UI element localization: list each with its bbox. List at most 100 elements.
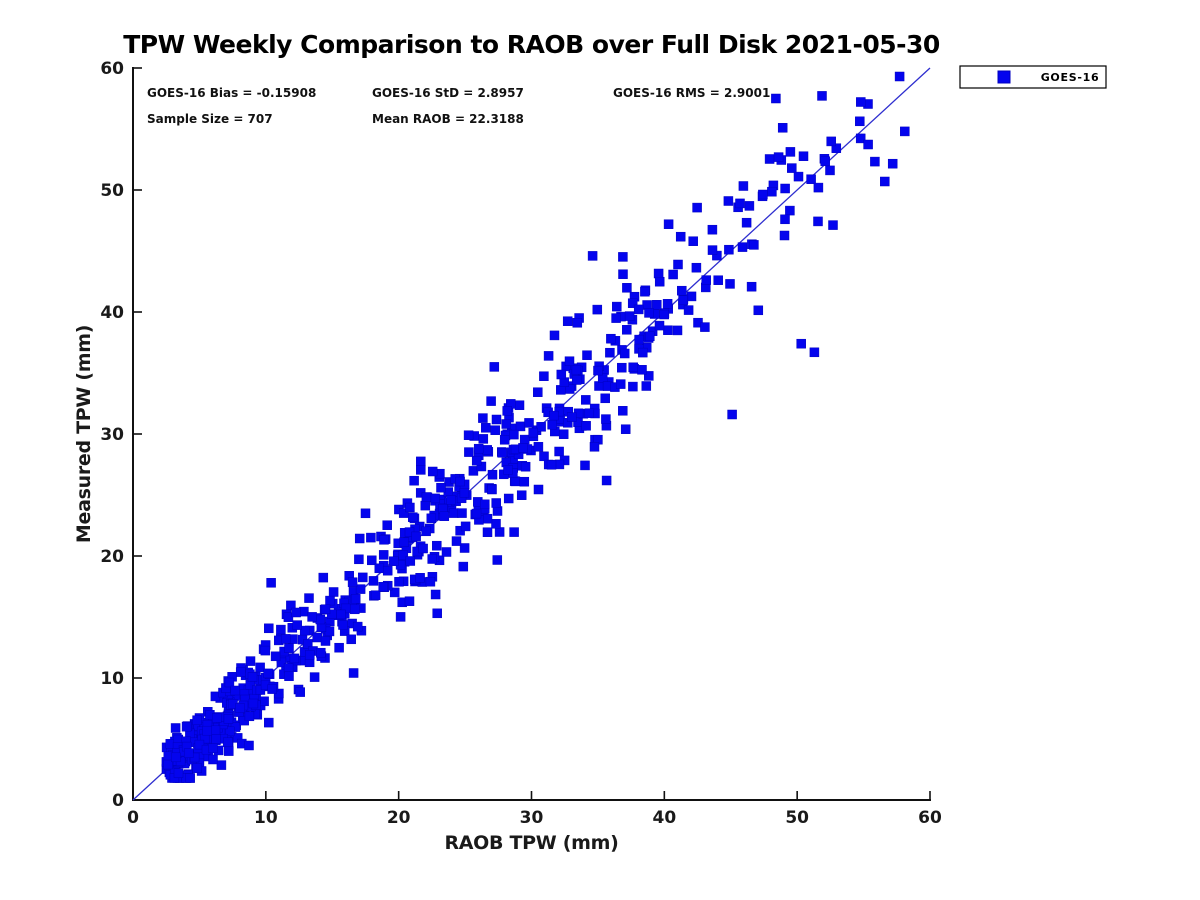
scatter-point <box>780 214 790 225</box>
scatter-point <box>677 285 687 296</box>
scatter-point <box>379 535 389 545</box>
scatter-point <box>427 466 438 477</box>
scatter-point <box>520 461 531 472</box>
scatter-point <box>738 181 749 191</box>
scatter-point <box>828 220 838 230</box>
scatter-point <box>263 668 273 679</box>
scatter-point <box>662 299 673 309</box>
axes: 0 10 20 30 40 50 60 0 10 20 30 40 50 60 <box>100 59 942 828</box>
scatter-point <box>482 513 493 524</box>
scatter-point <box>887 158 898 169</box>
scatter-point <box>415 573 425 583</box>
scatter-point <box>519 476 530 487</box>
scatter-point <box>374 563 385 574</box>
scatter-point <box>192 715 202 725</box>
scatter-point <box>589 442 600 452</box>
scatter-point <box>780 183 790 194</box>
scatter-point <box>581 421 591 431</box>
scatter-point <box>615 379 626 389</box>
scatter-point <box>267 684 277 694</box>
scatter-point <box>612 301 622 312</box>
scatter-point <box>503 465 513 475</box>
scatter-point <box>724 244 734 255</box>
scatter-point <box>753 305 764 316</box>
scatter-point <box>427 554 437 564</box>
scatter-point <box>260 645 271 656</box>
scatter-point <box>580 460 590 471</box>
scatter-point <box>855 133 866 144</box>
scatter-point <box>216 760 227 770</box>
scatter-point <box>312 632 322 643</box>
scatter-point <box>404 596 415 606</box>
scatter-point <box>283 663 294 673</box>
scatter-point <box>192 763 202 773</box>
x-axis-label: RAOB TPW (mm) <box>444 832 619 854</box>
x-tick-label: 10 <box>254 808 278 828</box>
scatter-point <box>284 671 294 681</box>
scatter-point <box>562 316 573 326</box>
x-tick-label: 20 <box>387 808 411 828</box>
scatter-point <box>305 650 315 660</box>
scatter-point <box>622 283 632 293</box>
scatter-point <box>225 726 235 737</box>
scatter-point <box>813 216 823 227</box>
scatter-point <box>894 71 905 82</box>
scatter-point <box>194 739 205 750</box>
scatter-point <box>382 565 393 576</box>
scatter-point <box>471 455 482 466</box>
scatter-point <box>244 740 254 751</box>
scatter-point <box>547 419 557 430</box>
scatter-point <box>416 465 426 475</box>
x-tick-label: 30 <box>520 808 544 828</box>
scatter-point <box>831 143 842 153</box>
scatter-point <box>421 492 432 502</box>
scatter-point <box>593 365 603 376</box>
scatter-point <box>571 364 582 375</box>
scatter-point <box>487 469 498 480</box>
scatter-point <box>524 418 534 428</box>
scatter-point <box>611 313 621 323</box>
scatter-point <box>451 536 462 546</box>
scatter-point <box>459 488 470 498</box>
scatter-point <box>855 116 865 127</box>
scatter-point <box>430 589 441 600</box>
scatter-point <box>764 154 775 164</box>
scatter-point <box>554 446 564 457</box>
scatter-point <box>606 333 616 344</box>
scatter-point <box>436 482 446 493</box>
scatter-point <box>163 759 173 770</box>
scatter-point <box>502 406 512 416</box>
scatter-point <box>405 556 416 566</box>
scatter-point <box>224 746 234 756</box>
scatter-point <box>627 298 638 308</box>
scatter-point <box>536 422 546 432</box>
scatter-point <box>318 572 329 583</box>
scatter-point <box>255 662 265 673</box>
scatter-point <box>737 242 748 252</box>
scatter-point <box>347 577 358 587</box>
stat-rms: GOES-16 RMS = 2.9001 <box>613 86 771 100</box>
scatter-point <box>773 152 784 162</box>
y-tick-label: 20 <box>100 547 124 567</box>
scatter-point <box>634 334 644 345</box>
scatter-point <box>668 269 678 280</box>
scatter-point <box>446 495 456 505</box>
scatter-point <box>673 259 683 270</box>
scatter-point <box>309 672 320 682</box>
scatter-point <box>581 395 591 405</box>
scatter-point <box>389 556 399 566</box>
scatter-point <box>235 703 245 713</box>
scatter-point <box>652 300 662 310</box>
scatter-point <box>533 484 544 495</box>
scatter-point <box>817 91 827 101</box>
scatter-point <box>420 500 431 511</box>
scatter-point <box>584 408 595 418</box>
scatter-point <box>826 136 836 147</box>
stat-sample: Sample Size = 707 <box>147 112 273 126</box>
scatter-point <box>455 476 465 487</box>
scatter-point <box>348 668 359 678</box>
scatter-point <box>622 325 632 335</box>
scatter-point <box>325 595 335 606</box>
scatter-point <box>284 643 294 653</box>
